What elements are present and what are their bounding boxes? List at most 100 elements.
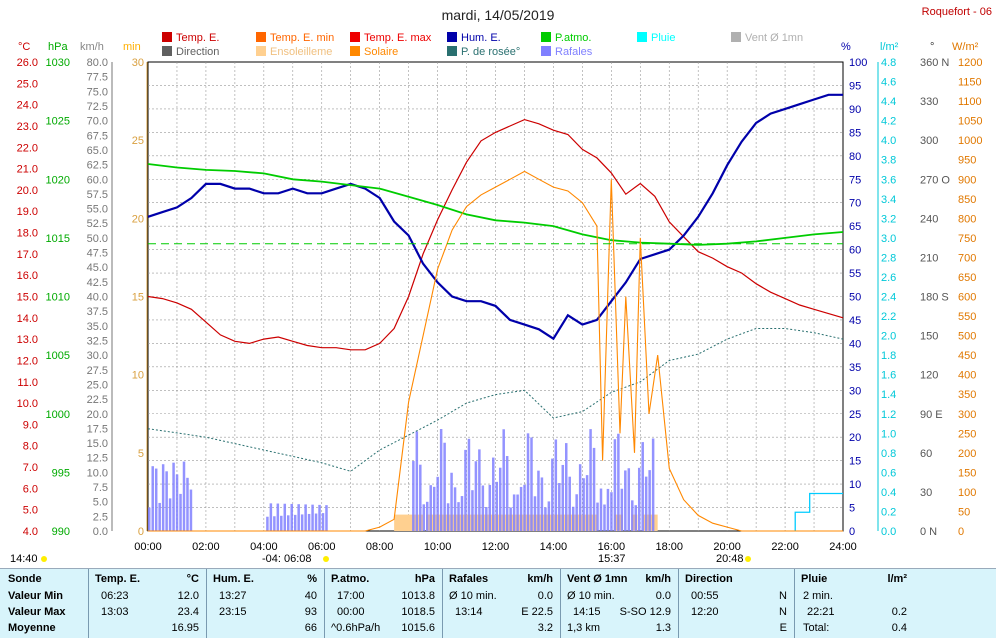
gust-bar [558, 483, 561, 531]
axis-tick-rain: 1.4 [881, 389, 896, 401]
time-tick: 12:00 [482, 541, 510, 553]
gust-header: Rafales [449, 573, 489, 585]
gust-bar [314, 513, 318, 531]
axis-tick-dir: 90 E [920, 409, 943, 421]
axis-unit: % [841, 41, 851, 53]
legend-swatch [256, 32, 266, 42]
axis-tick-rain: 0.8 [881, 448, 896, 460]
day-length: 14:40 [10, 553, 38, 565]
legend-label: Rafales [555, 46, 593, 58]
axis-tick-minutes: 15 [132, 292, 144, 304]
gust-bar [498, 467, 502, 531]
axis-unit: °C [18, 41, 30, 53]
axis-tick-dir: 360 N [920, 57, 949, 69]
axis-tick-dir: 270 O [920, 174, 950, 186]
legend-label: Direction [176, 46, 219, 58]
axis-tick-solar: 1100 [958, 96, 982, 108]
axis-tick-wind: 42.5 [87, 277, 108, 289]
label-avg: Moyenne [8, 622, 56, 634]
axis-tick-hum: 25 [849, 409, 861, 421]
axis-tick-hum: 20 [849, 432, 861, 444]
legend-swatch [541, 46, 551, 56]
axis-tick-wind: 10.0 [87, 467, 108, 479]
axis-unit: ° [930, 41, 934, 53]
axis-tick-solar: 1050 [958, 116, 982, 128]
axis-tick-wind: 5.0 [93, 497, 108, 509]
axis-tick-temp: 5.0 [23, 505, 38, 517]
axis-tick-wind: 47.5 [87, 248, 108, 260]
time-tick: 08:00 [366, 541, 394, 553]
time-tick: 22:00 [771, 541, 799, 553]
stats-wind: Vent Ø 1mn km/h Ø 10 min. 0.0 14:15 S-SO… [560, 569, 679, 638]
gust-bar [651, 438, 655, 531]
axis-tick-patmo: 990 [52, 526, 70, 538]
gust-bar [495, 481, 498, 531]
axis-tick-temp: 12.0 [17, 355, 38, 367]
axis-tick-solar: 600 [958, 292, 976, 304]
axis-tick-wind: 52.5 [87, 218, 108, 230]
axis-tick-hum: 0 [849, 526, 855, 538]
axis-tick-solar: 800 [958, 213, 976, 225]
gust-bar [596, 502, 599, 531]
gust-bar [592, 447, 596, 531]
wind-dist: 1,3 km [567, 622, 601, 634]
legend-swatch [350, 46, 360, 56]
hum-unit: % [307, 573, 317, 585]
gust-bar [634, 505, 637, 531]
axis-tick-patmo: 995 [52, 467, 70, 479]
gust-unit: km/h [527, 573, 553, 585]
axis-tick-rain: 2.4 [881, 292, 896, 304]
axis-tick-dir: 0 N [920, 526, 937, 538]
axis-tick-solar: 50 [958, 506, 970, 518]
axis-tick-hum: 10 [849, 479, 861, 491]
temp-min-time: 06:23 [101, 590, 129, 602]
gust-bar [603, 504, 606, 531]
axis-tick-patmo: 1000 [46, 409, 70, 421]
gust-bar [589, 429, 592, 531]
gust-bar [610, 492, 613, 531]
rain-unit: l/m² [887, 573, 907, 585]
gust-bar [485, 507, 488, 531]
gust-bar [325, 505, 328, 531]
axis-tick-solar: 400 [958, 370, 976, 382]
time-tick: 06:00 [308, 541, 336, 553]
axis-tick-rain: 4.4 [881, 96, 896, 108]
axis-tick-temp: 22.0 [17, 142, 38, 154]
gust-bar [617, 433, 620, 531]
axis-tick-rain: 4.0 [881, 135, 896, 147]
axis-tick-solar: 650 [958, 272, 976, 284]
wind-unit: km/h [645, 573, 671, 585]
patmo-avg: 1015.6 [401, 622, 435, 634]
legend-swatch [162, 32, 172, 42]
axis-tick-hum: 40 [849, 338, 861, 350]
axis-tick-temp: 18.0 [17, 228, 38, 240]
axis-tick-temp: 7.0 [23, 462, 38, 474]
gust-bar [641, 442, 644, 531]
gust-bar [637, 467, 641, 531]
axis-tick-hum: 85 [849, 127, 861, 139]
gust-bar [318, 504, 321, 531]
gust-bar [578, 464, 582, 531]
gust-bar [307, 513, 311, 531]
legend-swatch [731, 32, 741, 42]
legend-swatch [541, 32, 551, 42]
hum-max: 93 [304, 606, 317, 618]
stats-row-labels: Sonde Valeur Min Valeur Max Moyenne [0, 569, 88, 638]
axis-tick-solar: 550 [958, 311, 976, 323]
legend-swatch [256, 46, 266, 56]
legend-swatch [350, 32, 360, 42]
axis-tick-rain: 4.6 [881, 77, 896, 89]
sunset-label: 20:48 [716, 553, 744, 565]
patmo-header: P.atmo. [331, 573, 370, 585]
axis-tick-temp: 8.0 [23, 441, 38, 453]
gust-bar [478, 449, 481, 531]
time-tick: 04:00 [250, 541, 278, 553]
gust-bar [509, 507, 512, 531]
gust-bar [450, 472, 453, 531]
gust-bar [419, 464, 422, 531]
gust-bar [547, 501, 551, 531]
wind-min-label: Ø 10 min. [567, 590, 615, 602]
gust-bar [488, 484, 492, 531]
axis-tick-rain: 3.4 [881, 194, 896, 206]
gust-bar [471, 490, 474, 531]
